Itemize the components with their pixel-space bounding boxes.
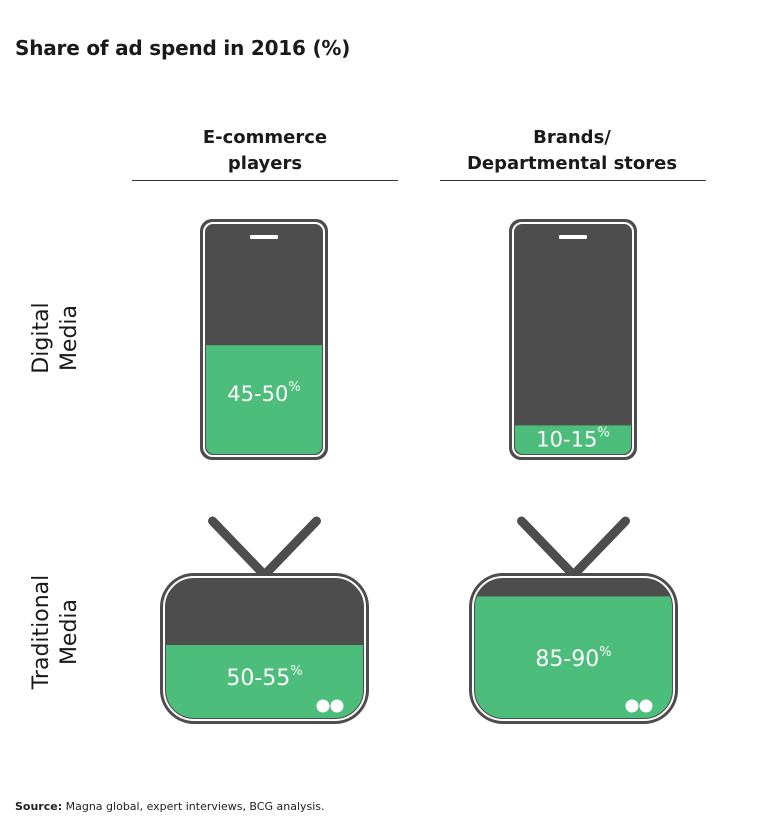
- column-header-brands: Brands/ Departmental stores: [452, 125, 692, 177]
- phone-speaker: [250, 235, 278, 239]
- phone-frame-gap: [512, 222, 634, 457]
- phone-screen: [515, 225, 631, 454]
- value-label-unit: %: [290, 663, 302, 678]
- value-label: 50-55%: [226, 663, 302, 690]
- smartphone-icon: 45-50%: [200, 219, 328, 460]
- column-header-line: Departmental stores: [466, 153, 678, 174]
- tv-frame-gap: [472, 576, 675, 721]
- column-header-rule: [132, 180, 398, 181]
- tv-antenna-right: [260, 516, 321, 580]
- column-header-e-commerce: E-commerce players: [160, 125, 370, 177]
- column-header-line: Brands/: [533, 127, 611, 148]
- value-label-number: 10-15: [536, 428, 597, 452]
- phone-screen-body: [515, 225, 631, 454]
- phone-fill-bar: [515, 425, 631, 454]
- tv-screen: [166, 579, 363, 718]
- value-label-number: 85-90: [535, 647, 599, 672]
- tv-frame-gap: [163, 576, 366, 721]
- tv-antenna-left: [517, 516, 578, 580]
- phone-speaker: [559, 235, 587, 239]
- tv-antenna-right: [569, 516, 630, 580]
- tv-knob-icon: [625, 699, 639, 713]
- column-header-line: players: [227, 153, 303, 174]
- value-label-unit: %: [599, 645, 611, 660]
- smartphone-icon: 10-15%: [509, 219, 637, 460]
- tv-fill-bar: [475, 596, 672, 718]
- tv-fill-bar: [166, 645, 363, 718]
- tv-knob-icon: [316, 699, 330, 713]
- tv-knob-icon: [639, 699, 653, 713]
- source-label: Source:: [15, 800, 63, 813]
- value-label-unit: %: [288, 380, 300, 395]
- value-label: 85-90%: [535, 645, 611, 672]
- value-label: 45-50%: [227, 380, 300, 407]
- page-title: Share of ad spend in 2016 (%): [15, 36, 351, 60]
- source-text: Magna global, expert interviews, BCG ana…: [62, 800, 325, 813]
- tv-screen: [475, 579, 672, 718]
- value-label-number: 50-55: [226, 665, 290, 690]
- tv-icon: 50-55%: [160, 516, 369, 724]
- value-label-unit: %: [597, 425, 609, 440]
- tv-antenna-left: [208, 516, 269, 580]
- phone-fill-bar: [206, 345, 322, 454]
- tv-knob-icon: [330, 699, 344, 713]
- column-header-line: E-commerce: [202, 127, 328, 148]
- source-note: Source: Magna global, expert interviews,…: [15, 800, 325, 813]
- phone-frame-gap: [203, 222, 325, 457]
- phone-screen: [206, 225, 322, 454]
- column-header-rule: [440, 180, 706, 181]
- value-label: 10-15%: [536, 425, 609, 452]
- value-label-number: 45-50: [227, 382, 288, 406]
- tv-icon: 85-90%: [469, 516, 678, 724]
